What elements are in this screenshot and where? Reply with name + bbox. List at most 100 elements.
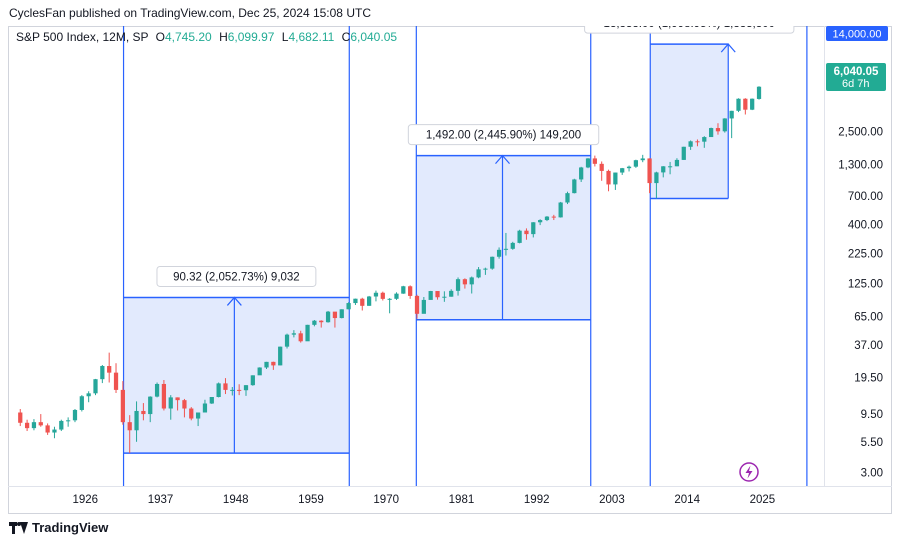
y-tick-label: 125.00 <box>848 278 883 290</box>
y-tick-label: 19.50 <box>854 373 883 385</box>
symbol-legend: S&P 500 Index, 12M, SP O4,745.20 H6,099.… <box>16 30 397 44</box>
candle-1975 <box>421 296 426 314</box>
candle-2005 <box>626 165 632 172</box>
candle-body-2022 <box>743 98 748 110</box>
candle-body-1925 <box>79 396 84 410</box>
candle-body-1949 <box>243 385 249 391</box>
candle-body-1954 <box>278 346 283 366</box>
candle-body-1941 <box>189 408 194 419</box>
candle-2022 <box>743 98 748 115</box>
candle-body-1946 <box>223 383 228 390</box>
candle-1982 <box>469 276 474 294</box>
candle-1936 <box>154 382 160 398</box>
candle-body-1992 <box>538 220 543 223</box>
publisher-line: CyclesFan published on TradingView.com, … <box>9 6 371 20</box>
y-tick-label: 400.00 <box>848 219 883 231</box>
candle-1952 <box>264 361 269 370</box>
tradingview-logo[interactable]: TradingView <box>9 520 108 535</box>
y-tick-label: 700.00 <box>848 191 883 203</box>
candle-1929 <box>107 352 112 383</box>
candle-1954 <box>278 346 283 366</box>
candle-body-2018 <box>715 128 721 132</box>
candle-body-1937 <box>161 383 167 409</box>
y-tick-label: 37.00 <box>854 340 883 352</box>
tradingview-mark-icon <box>9 521 28 534</box>
x-tick-label: 1959 <box>298 494 324 506</box>
candle-1966 <box>360 297 365 311</box>
candle-1983 <box>476 267 481 279</box>
candle-body-1918 <box>31 422 37 429</box>
candle-2007 <box>640 154 645 163</box>
candle-1980 <box>455 277 461 296</box>
candle-2024 <box>756 86 762 100</box>
candle-1977 <box>435 291 440 300</box>
candle-body-1957 <box>298 333 303 342</box>
candle-1987 <box>503 232 509 256</box>
candle-1935 <box>148 396 153 423</box>
range-label-0: 90.32 (2,052.73%) 9,032 <box>156 265 317 287</box>
candle-body-2009 <box>654 172 659 184</box>
candle-1961 <box>325 310 331 323</box>
y-tick-label: 5.50 <box>861 437 883 449</box>
candle-body-2010 <box>661 166 666 173</box>
candle-body-1958 <box>305 324 310 342</box>
candle-1976 <box>428 290 433 300</box>
top-price-tag: 14,000.00 <box>826 26 888 41</box>
candle-body-1928 <box>100 366 105 380</box>
candle-1972 <box>401 285 406 294</box>
candle-2017 <box>709 127 714 138</box>
lightning-icon[interactable] <box>739 462 759 482</box>
candle-body-1989 <box>517 230 522 243</box>
candle-1916 <box>18 408 23 427</box>
candle-body-1983 <box>476 269 481 278</box>
candle-body-1997 <box>572 179 577 194</box>
x-tick-label: 2025 <box>750 494 776 506</box>
candle-1957 <box>298 330 303 343</box>
candle-body-1944 <box>209 397 214 404</box>
candle-1968 <box>373 290 379 302</box>
candle-1927 <box>93 378 98 396</box>
candle-body-1956 <box>291 333 296 335</box>
candle-body-1951 <box>257 367 262 376</box>
candle-body-1973 <box>408 286 413 296</box>
candlestick-chart[interactable]: 90.32 (2,052.73%) 9,032 1,492.00 (2,445.9… <box>8 12 892 514</box>
high-label: H <box>219 30 228 44</box>
candle-body-1931 <box>120 389 125 423</box>
candle-body-1978 <box>442 296 447 298</box>
range-label-text-0: 90.32 (2,052.73%) 9,032 <box>173 271 300 283</box>
candle-body-1982 <box>469 277 474 285</box>
candle-1923 <box>66 417 71 427</box>
open-label: O <box>156 30 165 44</box>
x-tick-label: 1970 <box>373 494 399 506</box>
candle-body-1947 <box>230 389 235 391</box>
range-labels: 90.32 (2,052.73%) 9,032 1,492.00 (2,445.9… <box>156 12 795 287</box>
candle-1928 <box>100 364 105 384</box>
candle-body-1920 <box>45 425 50 433</box>
range-arrow-head-0 <box>226 296 242 306</box>
range-arrow-head-2 <box>720 43 736 53</box>
candle-body-1996 <box>565 193 570 203</box>
candle-1969 <box>380 291 385 301</box>
candles <box>18 86 762 454</box>
candle-1950 <box>250 375 255 386</box>
candle-body-1916 <box>18 412 23 423</box>
candle-body-1934 <box>141 410 146 415</box>
candle-body-1923 <box>66 420 71 422</box>
y-tick-label: 3.00 <box>861 468 883 480</box>
candle-2012 <box>674 158 680 167</box>
last-price-tag: 6,040.05 6d 7h <box>826 63 886 91</box>
candle-body-1933 <box>134 410 139 431</box>
candle-2009 <box>654 171 659 199</box>
candle-1984 <box>483 267 488 275</box>
candle-1990 <box>524 228 529 240</box>
candle-body-1991 <box>531 222 536 235</box>
x-tick-label: 1926 <box>72 494 98 506</box>
candle-1962 <box>332 311 338 328</box>
candle-body-1963 <box>339 309 344 319</box>
candle-body-1965 <box>353 298 358 304</box>
candle-1940 <box>182 398 187 418</box>
candle-1960 <box>319 320 324 328</box>
candle-body-1979 <box>449 290 454 297</box>
price-axis: 8,000.002,500.001,300.00700.00400.00225.… <box>838 67 883 479</box>
candle-2015 <box>695 139 700 147</box>
